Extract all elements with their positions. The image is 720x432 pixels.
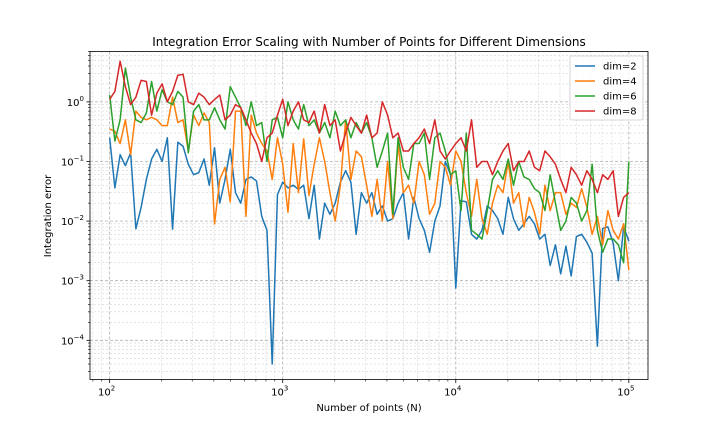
plot-frame	[89, 51, 649, 380]
y-tick-label: 10−1	[61, 154, 84, 168]
legend-box	[569, 55, 644, 121]
y-axis-ticks: 10−4 10−3 10−2 10−1 100	[61, 51, 90, 372]
y-tick-label: 10−4	[61, 333, 85, 347]
series-line-dim-2	[108, 137, 630, 365]
legend-label: dim=4	[603, 77, 637, 88]
series-line-dim-6	[108, 67, 630, 264]
series-line-dim-8	[109, 60, 630, 218]
y-tick-label: 100	[67, 95, 84, 109]
y-axis-label: Integration error	[43, 174, 54, 257]
y-tick-label: 10−2	[61, 214, 84, 228]
x-tick-label: 105	[617, 385, 634, 399]
x-axis-ticks: 102 103 104 105	[92, 379, 634, 399]
legend-label: dim=8	[603, 107, 637, 118]
x-tick-label: 104	[444, 385, 462, 399]
series-line-dim-4	[109, 96, 630, 271]
legend-label: dim=6	[603, 92, 637, 103]
x-axis-label: Number of points (N)	[316, 403, 421, 414]
chart-title: Integration Error Scaling with Number of…	[152, 35, 586, 49]
x-tick-label: 102	[98, 385, 115, 399]
legend-label: dim=2	[603, 62, 637, 73]
y-tick-label: 10−3	[61, 274, 84, 288]
series-lines	[108, 60, 630, 365]
x-tick-label: 103	[271, 385, 288, 399]
legend: dim=2 dim=4 dim=6 dim=8	[569, 55, 644, 121]
